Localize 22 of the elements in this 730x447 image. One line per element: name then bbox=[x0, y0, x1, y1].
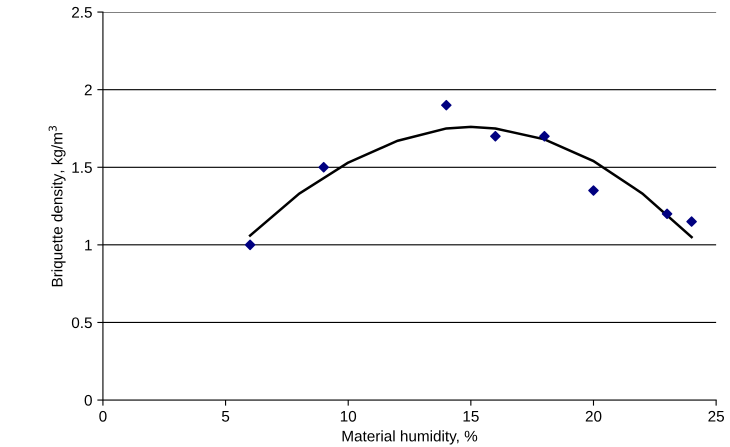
x-tick-label: 0 bbox=[99, 410, 107, 422]
y-tick-label: 1.5 bbox=[72, 162, 92, 173]
x-tick-label: 10 bbox=[340, 410, 356, 422]
y-tick-label: 0 bbox=[84, 394, 92, 406]
point bbox=[662, 208, 672, 220]
y-tick-label: 0.5 bbox=[72, 317, 92, 328]
point bbox=[318, 162, 329, 173]
x-tick-label: 5 bbox=[222, 411, 230, 422]
x-tick-label: 20 bbox=[586, 410, 602, 422]
point bbox=[490, 130, 501, 142]
point bbox=[244, 240, 256, 250]
point bbox=[441, 100, 452, 110]
y-axis-title: Briquette density, kg/m$^{3}$ bbox=[48, 126, 66, 286]
y-tick-label: 2.5 bbox=[72, 6, 92, 18]
y-tick-label: 1 bbox=[85, 240, 92, 250]
point bbox=[539, 130, 550, 142]
y-tick-label: 2 bbox=[84, 84, 92, 96]
point bbox=[588, 185, 599, 196]
point bbox=[686, 216, 697, 227]
x-tick-label: 15 bbox=[464, 411, 479, 422]
x-tick-label: 25 bbox=[708, 410, 724, 422]
x-axis-title: Material humidity, % bbox=[342, 430, 478, 445]
